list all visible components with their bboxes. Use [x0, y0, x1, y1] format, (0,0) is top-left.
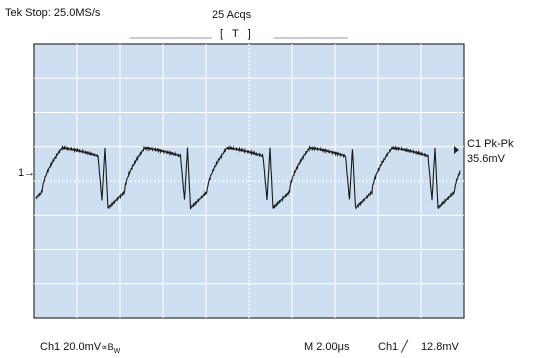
- center-axes: [34, 44, 464, 318]
- timebase-readout: M 2.00μs: [304, 341, 350, 353]
- bandwidth-subscript: W: [113, 348, 121, 356]
- acquisition-count: 25 Acqs: [212, 9, 252, 21]
- measurement-value: 35.6mV: [467, 153, 505, 165]
- channel-scale: Ch1 20.0mV: [40, 341, 102, 353]
- trigger-readout: Ch1 ╱ 12.8mV: [378, 342, 459, 353]
- channel-1-ground-marker: 1→: [18, 167, 36, 179]
- trigger-position-indicator: [ T ]: [220, 28, 251, 40]
- measurement-label: C1 Pk-Pk: [467, 138, 514, 150]
- status-label: Tek Stop:: [5, 7, 51, 19]
- channel-1-trace: [35, 144, 461, 210]
- channel-scale-readout: Ch1 20.0mV∝BW: [40, 341, 121, 356]
- trigger-source: Ch1: [378, 341, 399, 353]
- rising-edge-icon: ╱: [401, 341, 408, 353]
- sample-rate: 25.0MS/s: [53, 7, 101, 19]
- trigger-level: 12.8mV: [420, 341, 459, 353]
- trigger-level-marker: [454, 146, 459, 154]
- bandwidth-limit-icon: ∝B: [101, 342, 114, 352]
- acquisition-status: Tek Stop: 25.0MS/s: [5, 8, 100, 19]
